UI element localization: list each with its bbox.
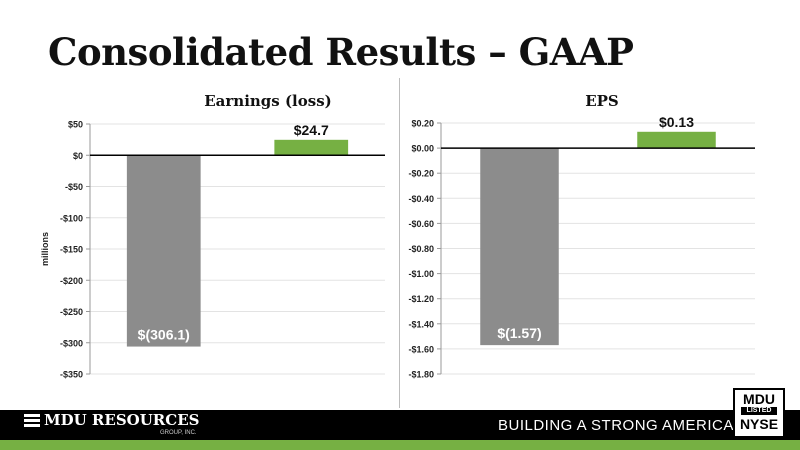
logo-text: MDU RESOURCES <box>44 411 200 429</box>
badge-line-3: NYSE <box>739 416 779 432</box>
footer-tagline: BUILDING A STRONG AMERICA® <box>498 417 740 434</box>
chart-0-bar <box>126 155 201 347</box>
logo-subtext: GROUP, INC. <box>160 430 197 436</box>
chart-0-y-tick-label: $50 <box>68 120 83 130</box>
chart-1-y-tick-label: -$0.20 <box>408 169 434 179</box>
chart-0-y-tick-label: -$200 <box>60 276 83 286</box>
chart-divider <box>399 78 400 408</box>
chart-1-y-tick-label: $0.00 <box>411 144 434 154</box>
chart-0-data-label: $(306.1) <box>138 327 190 343</box>
chart-0-y-tick-label: -$100 <box>60 213 83 223</box>
chart-1-y-tick-label: -$0.60 <box>408 219 434 229</box>
badge-line-2: LISTED <box>741 407 777 415</box>
chart-1-data-label: $(1.57) <box>497 325 541 341</box>
chart-0-y-tick-label: -$150 <box>60 245 83 255</box>
logo-stripes-icon <box>24 414 40 427</box>
company-logo: MDU RESOURCES <box>24 413 199 428</box>
chart-0-y-tick-label: -$350 <box>60 370 83 380</box>
chart-0-data-label: $24.7 <box>294 122 329 138</box>
chart-0-title: Earnings (loss) <box>204 92 332 110</box>
chart-1-title: EPS <box>585 92 619 110</box>
chart-1-y-tick-label: -$0.80 <box>408 244 434 254</box>
chart-0-y-axis-label: millions <box>40 232 50 266</box>
footer-bar <box>0 410 800 440</box>
chart-0-y-tick-label: -$50 <box>65 182 83 192</box>
chart-1-y-tick-label: -$1.60 <box>408 344 434 354</box>
eps-chart: EPS $0.20 $0.00 -$0.20 -$0.40 -$0.60 -$0.80 -$1… <box>408 92 755 380</box>
chart-1-y-tick-label: -$1.20 <box>408 294 434 304</box>
chart-0-y-tick-label: $0 <box>73 151 83 161</box>
chart-0-y-tick-label: -$300 <box>60 338 83 348</box>
chart-1-bar <box>480 148 559 346</box>
chart-1-data-label: $0.13 <box>659 114 694 130</box>
tagline-text: BUILDING A STRONG AMERICA <box>498 417 734 434</box>
chart-0-bar <box>274 139 349 156</box>
nyse-listed-badge: MDU LISTED NYSE <box>733 388 785 438</box>
chart-1-y-tick-label: -$1.40 <box>408 319 434 329</box>
chart-1-bar <box>637 131 716 149</box>
badge-line-1: MDU <box>743 391 775 407</box>
chart-1-y-tick-label: -$0.40 <box>408 194 434 204</box>
slide-title: Consolidated Results – GAAP <box>48 30 634 74</box>
earnings-chart: Earnings (loss) millions $50 $0 -$50 -$100 -$1… <box>40 92 385 380</box>
footer-accent-bar <box>0 440 800 450</box>
chart-1-y-tick-label: -$1.00 <box>408 269 434 279</box>
chart-1-y-tick-label: $0.20 <box>411 119 434 129</box>
chart-0-y-tick-label: -$250 <box>60 307 83 317</box>
chart-1-y-tick-label: -$1.80 <box>408 370 434 380</box>
